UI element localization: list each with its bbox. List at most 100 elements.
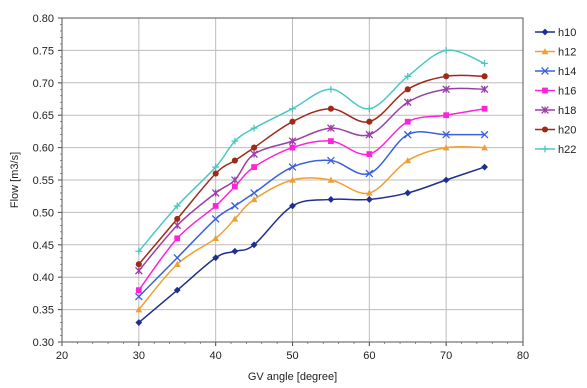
data-point-h14 <box>134 292 143 301</box>
data-point-h22 <box>212 163 220 171</box>
data-point-h18 <box>403 98 412 107</box>
data-point-h10 <box>404 189 412 197</box>
data-point-h20 <box>231 157 238 164</box>
data-point-h20 <box>327 105 334 112</box>
data-point-h12 <box>442 144 450 151</box>
data-point-h20 <box>251 144 258 151</box>
y-tick-label: 0.70 <box>33 78 54 90</box>
data-point-h16 <box>443 112 450 119</box>
series-h12 <box>135 144 488 313</box>
legend-label: h16 <box>558 86 576 98</box>
legend-marker <box>541 106 549 114</box>
data-point-h18 <box>288 137 297 145</box>
data-point-h18 <box>134 266 143 275</box>
legend-marker <box>541 48 549 55</box>
data-point-h12 <box>135 306 143 313</box>
data-point-h12 <box>327 176 335 183</box>
legend-label: h12 <box>558 47 576 59</box>
data-point-h18 <box>480 85 489 94</box>
x-tick-label: 50 <box>286 350 298 362</box>
y-tick-label: 0.60 <box>33 143 54 155</box>
data-point-h18 <box>211 189 220 197</box>
y-tick-label: 0.40 <box>33 272 54 284</box>
legend-item-h18: h18 <box>535 105 576 117</box>
y-tick-label: 0.45 <box>33 240 54 252</box>
data-point-h20 <box>443 73 450 80</box>
data-point-h14 <box>365 169 374 178</box>
data-point-h20 <box>174 215 181 222</box>
data-point-h10 <box>327 196 335 203</box>
data-point-h22 <box>135 247 143 255</box>
y-tick-label: 0.65 <box>33 110 54 122</box>
data-point-h14 <box>250 189 258 197</box>
data-point-h16 <box>289 144 296 151</box>
data-point-h10 <box>212 254 220 262</box>
data-point-h12 <box>212 234 220 242</box>
data-point-h20 <box>289 118 296 125</box>
data-point-h18 <box>365 130 374 139</box>
series-h22 <box>135 47 488 255</box>
data-point-h16 <box>404 118 411 125</box>
data-point-h22 <box>481 59 488 67</box>
legend-label: h18 <box>558 105 576 117</box>
data-point-h20 <box>212 170 219 177</box>
data-point-h22 <box>250 124 258 132</box>
y-tick-label: 0.75 <box>33 45 54 57</box>
legend-label: h20 <box>558 125 576 137</box>
data-point-h22 <box>442 47 450 54</box>
data-point-h12 <box>365 189 373 196</box>
legend-marker <box>541 28 549 36</box>
y-tick-label: 0.80 <box>33 13 54 25</box>
x-tick-label: 30 <box>133 350 145 362</box>
legend-item-h16: h16 <box>535 86 576 98</box>
axes: 0.30 0.35 0.40 0.45 0.50 0.55 0.60 0.65 0.70 0.75… <box>33 13 530 362</box>
data-point-h10 <box>135 319 143 326</box>
data-point-h12 <box>481 144 488 151</box>
data-point-h20 <box>135 261 142 268</box>
data-point-h16 <box>328 138 334 145</box>
data-point-h10 <box>442 176 450 184</box>
legend-label: h14 <box>558 66 576 78</box>
data-point-h16 <box>366 151 373 157</box>
data-point-h14 <box>231 202 239 210</box>
y-tick-label: 0.30 <box>33 337 54 349</box>
legend-marker <box>541 126 549 133</box>
legend: h10 h12 h14 h16 h18 h20 h22 <box>535 27 576 156</box>
data-point-h14 <box>480 130 489 139</box>
series-h16 <box>135 105 488 294</box>
legend-marker <box>542 87 548 94</box>
x-axis-title: GV angle [degree] <box>248 371 337 383</box>
data-point-h10 <box>231 247 239 255</box>
data-point-h20 <box>366 118 373 125</box>
data-point-h18 <box>442 85 451 94</box>
legend-marker <box>541 145 549 153</box>
data-point-h14 <box>288 163 297 171</box>
data-point-h12 <box>404 157 412 164</box>
data-point-h10 <box>365 196 373 203</box>
data-point-h22 <box>231 137 239 145</box>
legend-label: h10 <box>558 27 576 39</box>
data-point-h14 <box>173 253 182 262</box>
data-point-h12 <box>231 215 239 222</box>
data-point-h16 <box>174 235 181 242</box>
legend-item-h22: h22 <box>535 144 576 156</box>
y-tick-label: 0.35 <box>33 305 54 317</box>
data-point-h14 <box>442 130 451 139</box>
data-point-h10 <box>481 163 488 171</box>
y-tick-label: 0.55 <box>33 175 54 187</box>
data-point-h12 <box>250 196 258 203</box>
legend-item-h20: h20 <box>535 125 576 137</box>
data-point-h10 <box>173 286 181 294</box>
series-layer <box>134 47 489 326</box>
data-point-h10 <box>250 241 258 249</box>
legend-marker <box>541 67 549 75</box>
x-tick-label: 80 <box>517 350 529 362</box>
y-axis-title: Flow [m3/s] <box>9 152 21 208</box>
data-point-h22 <box>289 105 296 113</box>
legend-item-h10: h10 <box>535 27 576 39</box>
data-point-h14 <box>211 215 220 223</box>
data-point-h20 <box>481 73 488 80</box>
data-point-h20 <box>404 86 411 93</box>
data-point-h18 <box>327 124 335 133</box>
